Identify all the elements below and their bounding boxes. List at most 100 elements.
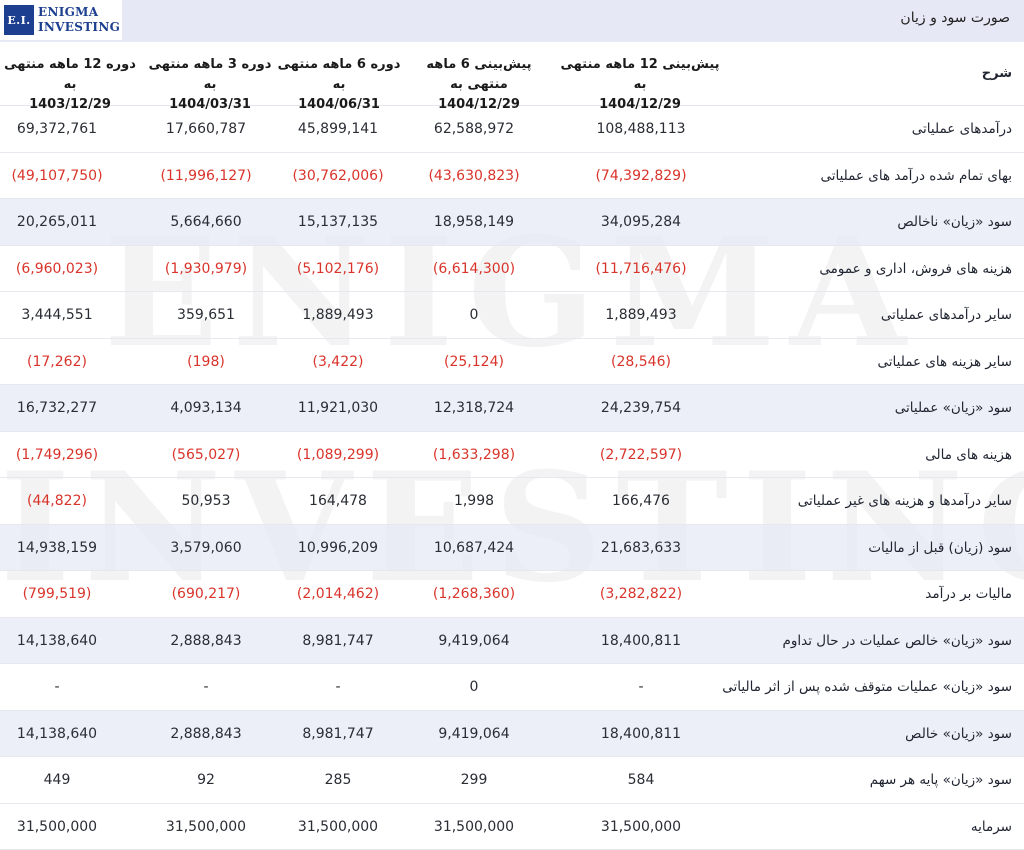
table-cell: 108,488,113 — [571, 121, 711, 137]
row-label: سایر درآمدها و هزینه های غیر عملیاتی — [798, 493, 1012, 509]
table-row: (74,392,829)(43,630,823)(30,762,006)(11,… — [0, 153, 1024, 200]
column-header-label: دوره 3 ماهه منتهی به — [145, 55, 275, 95]
row-label: هزینه های مالی — [925, 447, 1012, 463]
table-cell: - — [136, 679, 276, 695]
table-cell: 18,400,811 — [571, 633, 711, 649]
table-cell: (28,546) — [571, 354, 711, 370]
table-cell: 11,921,030 — [268, 400, 408, 416]
table-cell: (17,262) — [0, 354, 127, 370]
row-label: بهای تمام شده درآمد های عملیاتی — [820, 168, 1012, 184]
table-cell: 62,588,972 — [404, 121, 544, 137]
table-cell: 449 — [0, 772, 127, 788]
row-label: سود «زیان» خالص — [905, 726, 1012, 742]
table-cell: - — [571, 679, 711, 695]
table-cell: 0 — [404, 679, 544, 695]
table-cell: 1,998 — [404, 493, 544, 509]
table-cell: 18,958,149 — [404, 214, 544, 230]
row-label: سود «زیان» خالص عملیات در حال تداوم — [783, 633, 1012, 649]
column-header-label: دوره 6 ماهه منتهی به — [275, 55, 403, 95]
table-cell: 10,687,424 — [404, 540, 544, 556]
table-cell: - — [268, 679, 408, 695]
table-cell: (11,996,127) — [136, 168, 276, 184]
row-label: سود «زیان» پایه هر سهم — [870, 772, 1012, 788]
table-cell: 17,660,787 — [136, 121, 276, 137]
table-cell: 359,651 — [136, 307, 276, 323]
table-cell: 2,888,843 — [136, 633, 276, 649]
table-cell: 31,500,000 — [268, 819, 408, 835]
table-cell: 1,889,493 — [571, 307, 711, 323]
table-cell: 285 — [268, 772, 408, 788]
table-cell: 31,500,000 — [571, 819, 711, 835]
table-cell: 4,093,134 — [136, 400, 276, 416]
logo-line-1: ENIGMA — [38, 5, 120, 20]
table-cell: 2,888,843 — [136, 726, 276, 742]
row-label: سایر هزینه های عملیاتی — [878, 354, 1012, 370]
row-label: سود (زیان) قبل از مالیات — [868, 540, 1012, 556]
table-cell: - — [0, 679, 127, 695]
table-cell: 14,938,159 — [0, 540, 127, 556]
table-cell: (44,822) — [0, 493, 127, 509]
table-cell: 24,239,754 — [571, 400, 711, 416]
table-cell: 15,137,135 — [268, 214, 408, 230]
row-label: سود «زیان» ناخالص — [897, 214, 1012, 230]
row-label: مالیات بر درآمد — [925, 586, 1012, 602]
table-cell: 31,500,000 — [404, 819, 544, 835]
table-cell: (565,027) — [136, 447, 276, 463]
table-cell: 34,095,284 — [571, 214, 711, 230]
table-cell: (1,633,298) — [404, 447, 544, 463]
table-cell: 21,683,633 — [571, 540, 711, 556]
table-cell: 8,981,747 — [268, 726, 408, 742]
table-cell: (1,749,296) — [0, 447, 127, 463]
table-cell: (43,630,823) — [404, 168, 544, 184]
column-header-label: پیش‌بینی 12 ماهه منتهی به — [560, 55, 720, 95]
table-cell: (5,102,176) — [268, 261, 408, 277]
logo-mark: E.I. — [4, 5, 34, 35]
table-cell: (2,014,462) — [268, 586, 408, 602]
table-cell: (25,124) — [404, 354, 544, 370]
table-cell: 3,444,551 — [0, 307, 127, 323]
table-cell: 164,478 — [268, 493, 408, 509]
table-cell: 69,372,761 — [0, 121, 127, 137]
table-row: (28,546)(25,124)(3,422)(198)(17,262)سایر… — [0, 339, 1024, 386]
logo-line-2: INVESTING — [38, 20, 120, 35]
table-cell: 0 — [404, 307, 544, 323]
table-cell: (1,930,979) — [136, 261, 276, 277]
column-header-label: دوره 12 ماهه منتهی به — [4, 55, 136, 95]
table-cell: 8,981,747 — [268, 633, 408, 649]
table-cell: (49,107,750) — [0, 168, 127, 184]
table-cell: (799,519) — [0, 586, 127, 602]
table-cell: (3,282,822) — [571, 586, 711, 602]
table-header: پیش‌بینی 12 ماهه منتهی به 1404/12/29 پیش… — [0, 45, 1024, 106]
table-cell: (1,268,360) — [404, 586, 544, 602]
table-cell: 50,953 — [136, 493, 276, 509]
table-cell: (2,722,597) — [571, 447, 711, 463]
table-cell: 20,265,011 — [0, 214, 127, 230]
table-cell: 31,500,000 — [136, 819, 276, 835]
table-cell: 1,889,493 — [268, 307, 408, 323]
logo-text: ENIGMA INVESTING — [38, 5, 120, 35]
column-header-label: پیش‌بینی 6 ماهه منتهی به — [405, 55, 553, 95]
table-cell: (690,217) — [136, 586, 276, 602]
table-cell: 3,579,060 — [136, 540, 276, 556]
table-cell: 299 — [404, 772, 544, 788]
table-cell: 16,732,277 — [0, 400, 127, 416]
description-column-header: شرح — [982, 66, 1012, 81]
table-cell: 10,996,209 — [268, 540, 408, 556]
logo: E.I. ENIGMA INVESTING — [0, 0, 122, 40]
table-cell: 9,419,064 — [404, 726, 544, 742]
table-cell: (198) — [136, 354, 276, 370]
table-cell: (11,716,476) — [571, 261, 711, 277]
table-cell: 14,138,640 — [0, 633, 127, 649]
table-cell: 31,500,000 — [0, 819, 127, 835]
table-cell: (1,089,299) — [268, 447, 408, 463]
table-cell: (74,392,829) — [571, 168, 711, 184]
